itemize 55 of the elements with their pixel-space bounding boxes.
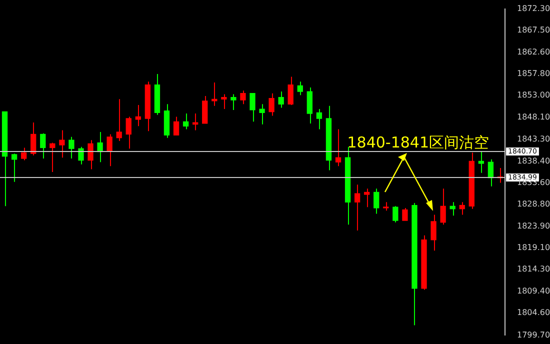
- candlestick: [50, 142, 56, 172]
- candlestick: [97, 131, 103, 163]
- y-tick-label: 1867.50: [517, 25, 550, 34]
- candlestick: [250, 92, 256, 122]
- candlestick: [182, 113, 189, 130]
- candlestick: [478, 151, 484, 174]
- candlestick: [20, 147, 27, 161]
- candlestick: [212, 82, 218, 106]
- y-tick-label: 1853.00: [517, 90, 550, 100]
- candlestick: [68, 136, 74, 160]
- y-tick-label: 1814.30: [517, 264, 550, 274]
- candlestick: [392, 206, 398, 223]
- y-tick-label: 1857.80: [517, 69, 550, 78]
- y-tick-label: 1819.10: [517, 243, 550, 252]
- annotation: 1840-1841区间沽空: [347, 134, 489, 152]
- candlestick: [30, 122, 36, 156]
- candlestick: [297, 81, 303, 96]
- candlestick: [192, 113, 198, 131]
- y-tick-label: 1804.60: [517, 308, 550, 318]
- candlestick: [59, 130, 65, 158]
- candlestick: [259, 104, 265, 125]
- candlestick: [402, 207, 408, 222]
- candlestick: [221, 94, 227, 110]
- y-tick-label: 1848.10: [517, 112, 550, 122]
- candlestick: [173, 116, 180, 136]
- candlestick: [268, 92, 274, 116]
- candlestick: [459, 202, 465, 216]
- y-tick-label: 1799.70: [517, 330, 550, 340]
- candlestick: [430, 214, 436, 252]
- candlestick: [374, 188, 380, 214]
- candlestick: [116, 98, 122, 142]
- candlestick: [440, 188, 446, 226]
- y-tick-label: 1862.60: [517, 47, 550, 56]
- candlestick: [306, 86, 312, 124]
- y-tick-label: 1872.30: [517, 4, 550, 13]
- candlestick: [364, 188, 370, 208]
- candlestick: [11, 153, 18, 182]
- y-tick-label: 1823.90: [517, 221, 550, 230]
- candlestick: [106, 134, 112, 167]
- candlestick: [316, 108, 322, 130]
- candlestick: [288, 76, 294, 106]
- candlestick: [40, 132, 46, 160]
- candlestick: [78, 146, 84, 165]
- candlestick: [202, 96, 208, 124]
- candlestick: [278, 91, 284, 108]
- y-tick-label: 1843.30: [517, 134, 550, 144]
- candlestick: [230, 94, 236, 110]
- y-tick-label: 1809.40: [517, 286, 550, 296]
- candlestick: [335, 128, 342, 167]
- candlestick: [88, 140, 94, 170]
- candlestick: [126, 116, 132, 150]
- candlestick: [240, 90, 246, 105]
- y-tick-label: 1828.80: [517, 199, 550, 208]
- candlestick: [354, 184, 360, 231]
- y-tick-label: 1838.40: [517, 156, 550, 166]
